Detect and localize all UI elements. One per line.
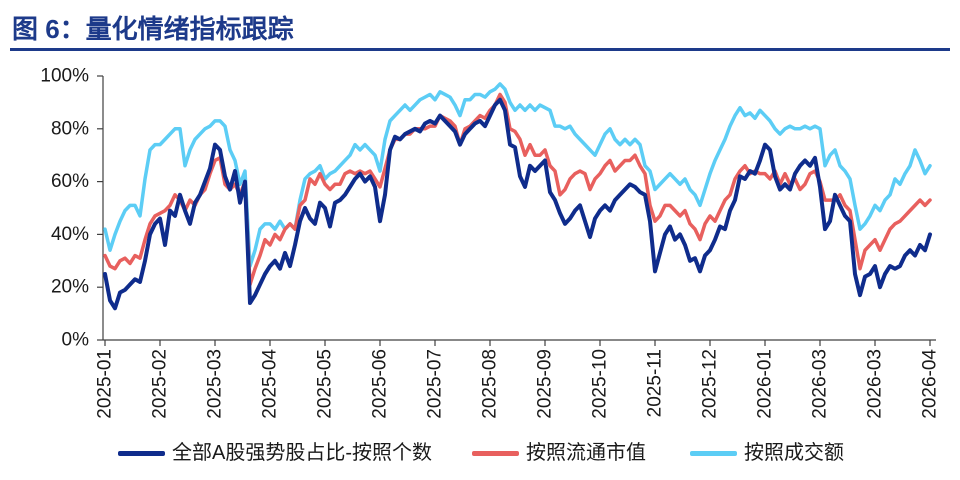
series-line-by-count [103,97,932,311]
title-rule [10,48,950,51]
y-tick-label: 100% [40,66,89,87]
series-line-by-turnover [103,82,932,268]
x-tick-label: 2026-01 [755,349,776,419]
y-tick-label: 60% [51,171,89,192]
x-tick-group: 2025-01 2025-02 2025-03 2025-04 2025-05 2025-… [95,340,941,419]
x-tick-label: 2025-02 [150,349,171,419]
legend-item-by-turnover: 按照成交额 [690,439,844,467]
figure-title: 图 6：量化情绪指标跟踪 [12,14,294,44]
x-tick-label: 2025-03 [205,349,226,419]
legend-swatch-by-count [118,450,165,456]
x-tick-label: 2025-07 [425,349,446,419]
legend-label-by-count: 全部A股强势股占比-按照个数 [172,442,432,464]
x-tick-label: 2025-12 [700,349,721,419]
legend-item-by-count: 全部A股强势股占比-按照个数 [118,439,432,467]
x-tick-label: 2025-05 [315,349,336,419]
y-tick-group: 0% 20% 40% 60% 80% 100% [40,66,103,351]
x-tick-label: 2025-06 [370,349,391,419]
y-tick-label: 80% [51,118,89,139]
legend-label-by-float-cap: 按照流通市值 [526,442,646,464]
y-tick-label: 20% [51,277,89,298]
legend-label-by-turnover: 按照成交额 [744,442,844,464]
x-tick-label: 2026-04 [920,349,941,419]
y-tick-label: 0% [62,330,90,351]
x-tick-label: 2025-01 [95,349,116,419]
x-tick-label: 2025-09 [535,349,556,419]
legend-item-by-float-cap: 按照流通市值 [472,439,646,467]
x-axis: 2025-01 2025-02 2025-03 2025-04 2025-05 2025-… [95,339,941,419]
y-tick-label: 40% [51,224,89,245]
y-axis: 0% 20% 40% 60% 80% 100% [40,66,104,351]
x-tick-label: 2025-10 [590,349,611,419]
legend-swatch-by-float-cap [472,450,519,456]
legend-swatch-by-turnover [690,450,737,456]
series-group [103,82,932,311]
x-tick-label: 2025-08 [480,349,501,419]
x-tick-label: 2025-11 [645,349,666,417]
x-tick-label: 2026-03 [810,349,831,419]
x-tick-label: 2025-04 [260,349,281,419]
x-tick-label: 2026-03 [865,349,886,419]
